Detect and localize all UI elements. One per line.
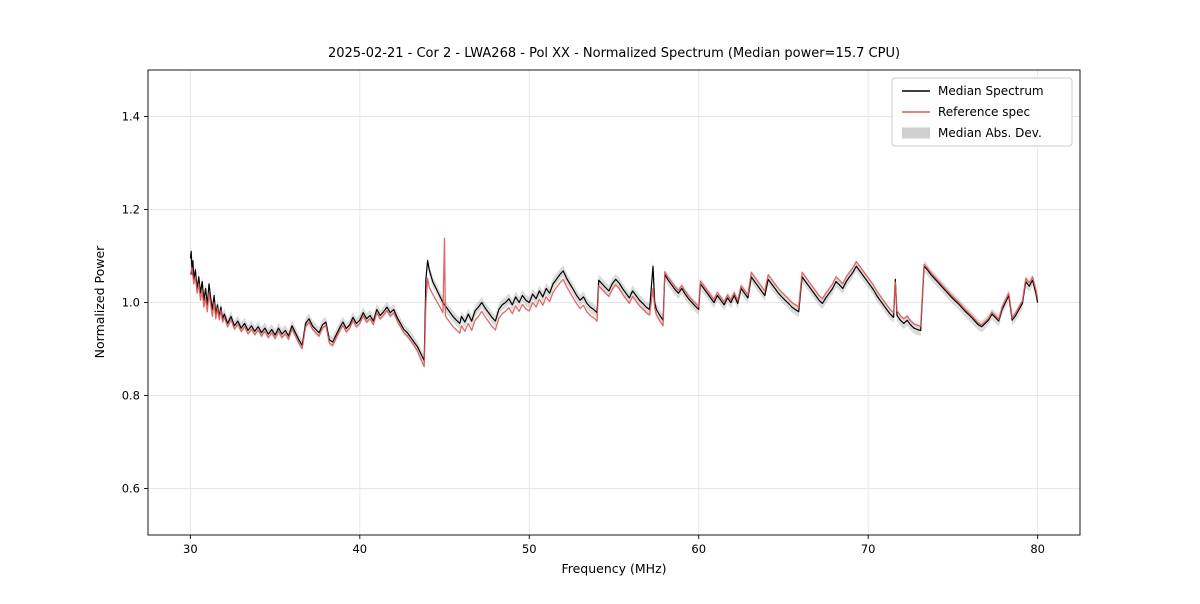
x-tick-label: 40 — [352, 542, 367, 556]
y-tick-label: 0.6 — [122, 482, 140, 496]
mad-band — [190, 245, 1038, 367]
legend-swatch-patch — [902, 127, 930, 139]
x-tick-label: 30 — [183, 542, 198, 556]
x-axis-label: Frequency (MHz) — [561, 561, 666, 576]
legend-box — [891, 77, 1073, 147]
y-tick-label: 0.8 — [122, 389, 140, 403]
plot-area: 30 40 50 60 70 80 0.6 0.8 1.0 1.2 1.4 Median Spectr… — [122, 69, 1081, 556]
x-tick-label: 60 — [691, 542, 706, 556]
y-tick-label: 1.2 — [122, 203, 140, 217]
x-tick-label: 70 — [861, 542, 876, 556]
y-tick-label: 1.4 — [122, 110, 140, 124]
x-tick-label: 80 — [1030, 542, 1045, 556]
reference-spec-line — [189, 237, 1039, 368]
chart-title: 2025-02-21 - Cor 2 - LWA268 - Pol XX - N… — [328, 46, 900, 61]
legend-label: Median Abs. Dev. — [938, 126, 1042, 140]
legend-label: Reference spec — [938, 105, 1030, 119]
y-tick-label: 1.0 — [122, 296, 140, 310]
legend-label: Median Spectrum — [938, 84, 1044, 98]
y-axis-label: Normalized Power — [92, 245, 107, 359]
median-spectrum-line — [189, 250, 1039, 362]
x-tick-label: 50 — [522, 542, 537, 556]
